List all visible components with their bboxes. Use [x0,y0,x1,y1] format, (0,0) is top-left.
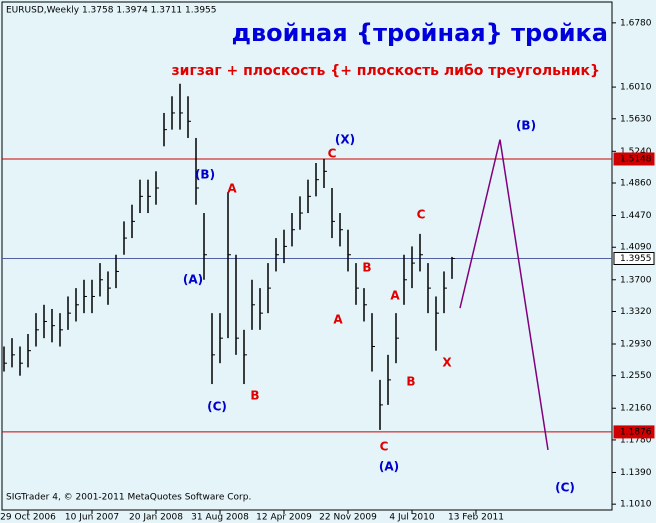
wave-label: (A) [379,460,399,474]
level-tag [613,425,655,439]
wave-label: X [442,356,452,370]
x-tick-label: 22 Nov 2009 [319,513,377,523]
y-tick-label: 1.2930 [620,340,652,350]
wave-label: A [333,313,343,327]
plot-area [1,1,613,511]
y-tick-label: 1.1390 [620,468,652,478]
wave-label: A [390,289,400,303]
x-tick-label: 20 Jan 2008 [129,513,183,523]
y-tick-label: 1.1780 [620,435,652,445]
y-tick-label: 1.5240 [620,147,652,157]
y-tick-label: 1.2160 [620,404,652,414]
wave-label: (C) [555,481,575,495]
y-tick-label: 1.4470 [620,211,652,221]
x-tick-label: 4 Jul 2010 [389,513,434,523]
wave-label: C [417,208,426,222]
level-label: 1.5148 [620,154,652,164]
wave-label: C [380,440,389,454]
y-tick-label: 1.3700 [620,275,652,285]
subtitle: зигзаг + плоскость {+ плоскость либо тре… [172,63,601,79]
wave-label: B [406,375,415,389]
level-tag [613,152,655,166]
y-tick-label: 1.3320 [620,307,652,317]
wave-label: (C) [207,400,227,414]
wave-label: A [227,182,237,196]
wave-label: B [250,389,259,403]
wave-label: (X) [335,133,355,147]
x-tick-label: 10 Jun 2007 [65,513,119,523]
forecast-line [459,139,549,451]
y-tick-label: 1.2550 [620,371,652,381]
y-tick-label: 1.4090 [620,243,652,253]
y-tick-label: 1.6780 [620,18,652,28]
y-tick-label: 1.6010 [620,83,652,93]
level-label: 1.1876 [620,427,652,437]
x-tick-label: 29 Oct 2006 [0,513,56,523]
header: EURUSD,Weekly 1.3758 1.3974 1.3711 1.395… [6,6,217,16]
level-tag [613,252,655,266]
x-tick-label: 31 Aug 2008 [191,513,249,523]
x-tick-label: 13 Feb 2011 [448,513,504,523]
level-label: 1.3955 [620,254,652,264]
y-tick-label: 1.5630 [620,114,652,124]
wave-label: C [328,147,337,161]
footer: SIGTrader 4, © 2001-2011 MetaQuotes Soft… [6,493,251,503]
y-tick-label: 1.4860 [620,179,652,189]
wave-label: (B) [516,119,536,133]
wave-label: B [362,261,371,275]
y-tick-label: 1.1010 [620,500,652,510]
wave-label: (B) [195,168,215,182]
chart-title: двойная {тройная} тройка [232,19,608,47]
x-tick-label: 12 Apr 2009 [256,513,312,523]
wave-label: (A) [183,273,203,287]
